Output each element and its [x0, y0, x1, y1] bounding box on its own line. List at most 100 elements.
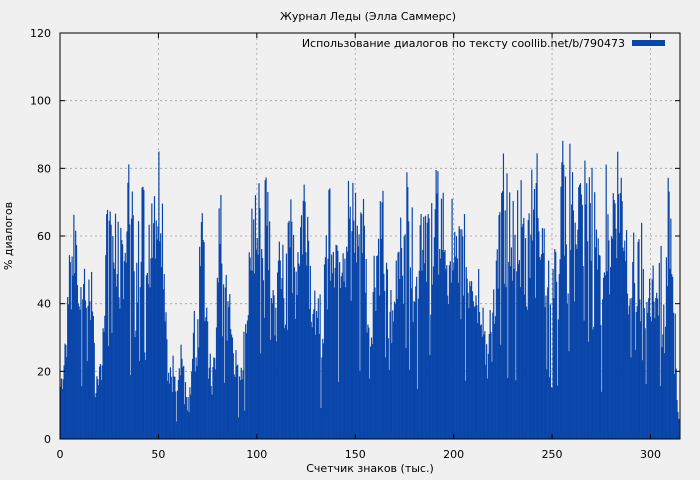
bar — [337, 250, 339, 439]
bar — [251, 208, 253, 439]
bar — [643, 308, 645, 439]
bar — [526, 309, 528, 439]
bar — [610, 267, 612, 439]
bar — [91, 271, 93, 439]
y-ticks: 0 20 40 60 80 100 120 — [30, 27, 680, 446]
bar — [677, 412, 679, 439]
bar — [144, 352, 146, 439]
bar — [509, 192, 511, 439]
bar — [462, 236, 464, 439]
bar — [477, 323, 479, 439]
bar — [470, 281, 473, 439]
bar — [411, 207, 413, 439]
bar — [165, 312, 167, 439]
bar — [510, 247, 513, 439]
bar — [338, 381, 340, 439]
bar — [139, 287, 141, 439]
bar — [75, 245, 78, 439]
bar — [315, 311, 318, 439]
bar — [384, 290, 386, 439]
bar — [435, 170, 437, 439]
bar — [119, 308, 121, 439]
bar — [124, 252, 126, 439]
bar — [370, 346, 372, 439]
bar — [394, 304, 396, 439]
bar — [282, 244, 284, 439]
bar — [104, 315, 106, 439]
bar — [515, 380, 517, 439]
bar — [65, 344, 67, 439]
bar — [585, 204, 587, 439]
bar — [314, 290, 316, 439]
bar — [259, 208, 261, 439]
bar — [94, 397, 96, 439]
bar — [85, 307, 87, 439]
bar — [656, 298, 659, 439]
bar — [502, 153, 505, 440]
bar — [654, 318, 656, 439]
bar — [348, 218, 350, 439]
bar — [114, 268, 116, 439]
bar — [76, 285, 79, 439]
bar — [441, 250, 443, 439]
bar — [215, 369, 217, 439]
bar — [255, 249, 257, 439]
bar — [493, 289, 495, 439]
bar — [596, 269, 598, 439]
bar — [346, 246, 348, 439]
bar — [633, 232, 635, 439]
bar — [80, 287, 82, 439]
bar — [345, 287, 347, 439]
bar — [457, 282, 459, 439]
bar — [401, 275, 404, 439]
bar — [517, 190, 519, 439]
bar — [645, 384, 647, 439]
bar — [267, 192, 269, 439]
bar — [118, 297, 120, 439]
bar — [572, 210, 575, 439]
bar — [666, 286, 668, 439]
bar — [377, 255, 379, 439]
bar — [334, 267, 336, 439]
bar — [663, 304, 665, 439]
bar — [129, 375, 132, 439]
bar — [331, 273, 334, 439]
bar — [160, 233, 162, 439]
bar — [492, 312, 494, 439]
bar — [214, 358, 216, 439]
bar — [108, 220, 110, 439]
bar — [102, 328, 104, 439]
bar — [443, 252, 445, 439]
bar — [244, 410, 246, 439]
bar — [647, 312, 649, 439]
bar — [307, 216, 309, 439]
bar — [628, 305, 630, 439]
bar — [478, 268, 480, 439]
bar — [86, 360, 88, 439]
bar — [61, 389, 63, 439]
bar — [226, 340, 228, 439]
bar — [333, 287, 335, 439]
bar — [614, 203, 616, 439]
bar — [308, 309, 311, 439]
bar — [186, 410, 188, 439]
bar — [531, 169, 533, 439]
bar — [540, 254, 543, 439]
bar — [672, 276, 674, 439]
bar — [532, 209, 535, 439]
bar — [545, 295, 547, 439]
bar — [676, 400, 678, 439]
bar — [474, 305, 476, 439]
bar — [430, 314, 432, 439]
bar — [330, 280, 332, 439]
bar — [381, 202, 383, 439]
bar — [243, 331, 245, 439]
bar — [418, 270, 420, 439]
bar — [237, 364, 239, 439]
bar — [264, 180, 266, 439]
bar — [439, 258, 442, 439]
bar — [472, 301, 474, 439]
bar — [95, 393, 97, 439]
bar — [658, 262, 660, 439]
bar — [483, 334, 485, 439]
